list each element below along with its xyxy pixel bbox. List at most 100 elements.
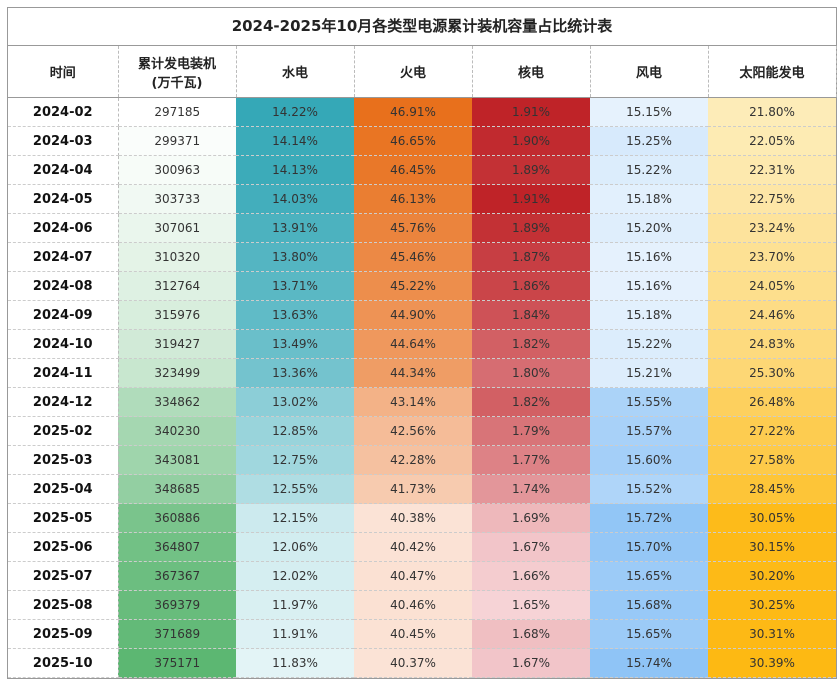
header-solar: 太阳能发电 (708, 46, 837, 98)
table-row: 2025-04 348685 12.55% 41.73% 1.74% 15.52% 28.4… (8, 474, 836, 504)
cell-nuclear: 1.67% (472, 648, 590, 678)
cell-total-capacity: 307061 (118, 213, 236, 243)
cell-time: 2024-08 (8, 271, 119, 301)
cell-hydro: 14.14% (236, 126, 354, 156)
cell-wind: 15.55% (590, 387, 708, 417)
cell-time: 2024-09 (8, 300, 119, 330)
table-row: 2025-03 343081 12.75% 42.28% 1.77% 15.60% 27.5… (8, 445, 836, 475)
cell-solar: 27.22% (708, 416, 836, 446)
cell-nuclear: 1.86% (472, 271, 590, 301)
cell-wind: 15.65% (590, 561, 708, 591)
table-row: 2024-10 319427 13.49% 44.64% 1.82% 15.22% 24.8… (8, 329, 836, 359)
cell-hydro: 11.91% (236, 619, 354, 649)
cell-thermal: 42.28% (354, 445, 472, 475)
cell-hydro: 11.97% (236, 590, 354, 620)
cell-thermal: 42.56% (354, 416, 472, 446)
cell-thermal: 40.38% (354, 503, 472, 533)
cell-time: 2024-12 (8, 387, 119, 417)
cell-solar: 22.31% (708, 155, 836, 185)
cell-nuclear: 1.89% (472, 213, 590, 243)
cell-thermal: 46.13% (354, 184, 472, 214)
table-row: 2025-07 367367 12.02% 40.47% 1.66% 15.65% 30.2… (8, 561, 836, 591)
cell-solar: 30.20% (708, 561, 836, 591)
cell-solar: 22.05% (708, 126, 836, 156)
cell-nuclear: 1.67% (472, 532, 590, 562)
table-row: 2024-04 300963 14.13% 46.45% 1.89% 15.22% 22.3… (8, 155, 836, 185)
header-total-capacity: 累计发电装机 (万千瓦) (118, 46, 237, 98)
cell-hydro: 11.83% (236, 648, 354, 678)
cell-hydro: 12.06% (236, 532, 354, 562)
cell-total-capacity: 323499 (118, 358, 236, 388)
cell-hydro: 12.15% (236, 503, 354, 533)
cell-total-capacity: 348685 (118, 474, 236, 504)
cell-hydro: 13.63% (236, 300, 354, 330)
cell-total-capacity: 367367 (118, 561, 236, 591)
cell-total-capacity: 364807 (118, 532, 236, 562)
cell-wind: 15.70% (590, 532, 708, 562)
header-thermal: 火电 (354, 46, 473, 98)
cell-total-capacity: 315976 (118, 300, 236, 330)
table-row: 2025-06 364807 12.06% 40.42% 1.67% 15.70% 30.1… (8, 532, 836, 562)
cell-nuclear: 1.82% (472, 329, 590, 359)
cell-time: 2024-07 (8, 242, 119, 272)
cell-total-capacity: 371689 (118, 619, 236, 649)
table-row: 2025-09 371689 11.91% 40.45% 1.68% 15.65% 30.3… (8, 619, 836, 649)
cell-wind: 15.20% (590, 213, 708, 243)
cell-nuclear: 1.89% (472, 155, 590, 185)
cell-nuclear: 1.84% (472, 300, 590, 330)
cell-wind: 15.60% (590, 445, 708, 475)
table-row: 2025-05 360886 12.15% 40.38% 1.69% 15.72% 30.0… (8, 503, 836, 533)
cell-time: 2024-03 (8, 126, 119, 156)
cell-hydro: 12.85% (236, 416, 354, 446)
cell-solar: 24.05% (708, 271, 836, 301)
table-row: 2025-08 369379 11.97% 40.46% 1.65% 15.68% 30.2… (8, 590, 836, 620)
cell-total-capacity: 299371 (118, 126, 236, 156)
cell-nuclear: 1.69% (472, 503, 590, 533)
cell-total-capacity: 303733 (118, 184, 236, 214)
cell-thermal: 41.73% (354, 474, 472, 504)
cell-wind: 15.65% (590, 619, 708, 649)
cell-time: 2025-05 (8, 503, 119, 533)
cell-thermal: 40.46% (354, 590, 472, 620)
table-row: 2025-02 340230 12.85% 42.56% 1.79% 15.57% 27.2… (8, 416, 836, 446)
cell-solar: 23.70% (708, 242, 836, 272)
cell-nuclear: 1.82% (472, 387, 590, 417)
cell-time: 2024-04 (8, 155, 119, 185)
cell-solar: 30.25% (708, 590, 836, 620)
cell-time: 2025-04 (8, 474, 119, 504)
header-nuclear: 核电 (472, 46, 591, 98)
cell-hydro: 13.36% (236, 358, 354, 388)
cell-solar: 24.46% (708, 300, 836, 330)
cell-wind: 15.25% (590, 126, 708, 156)
table-row: 2024-08 312764 13.71% 45.22% 1.86% 15.16% 24.0… (8, 271, 836, 301)
cell-total-capacity: 334862 (118, 387, 236, 417)
table-row: 2025-10 375171 11.83% 40.37% 1.67% 15.74% 30.3… (8, 648, 836, 678)
cell-total-capacity: 343081 (118, 445, 236, 475)
cell-time: 2025-02 (8, 416, 119, 446)
cell-solar: 27.58% (708, 445, 836, 475)
cell-thermal: 40.45% (354, 619, 472, 649)
cell-nuclear: 1.90% (472, 126, 590, 156)
cell-thermal: 44.64% (354, 329, 472, 359)
cell-wind: 15.57% (590, 416, 708, 446)
cell-time: 2024-10 (8, 329, 119, 359)
cell-thermal: 45.76% (354, 213, 472, 243)
cell-solar: 21.80% (708, 97, 836, 127)
table-row: 2024-05 303733 14.03% 46.13% 1.91% 15.18% 22.7… (8, 184, 836, 214)
cell-total-capacity: 360886 (118, 503, 236, 533)
cell-solar: 23.24% (708, 213, 836, 243)
cell-nuclear: 1.66% (472, 561, 590, 591)
stats-table: 时间 累计发电装机 (万千瓦) 水电 火电 核电 风电 太阳能发电 2024-02 29718… (8, 46, 837, 678)
table-row: 2024-03 299371 14.14% 46.65% 1.90% 15.25% 22.0… (8, 126, 836, 156)
cell-thermal: 45.22% (354, 271, 472, 301)
cell-total-capacity: 310320 (118, 242, 236, 272)
cell-wind: 15.22% (590, 155, 708, 185)
cell-nuclear: 1.80% (472, 358, 590, 388)
cell-total-capacity: 369379 (118, 590, 236, 620)
cell-thermal: 40.47% (354, 561, 472, 591)
cell-hydro: 14.03% (236, 184, 354, 214)
cell-total-capacity: 312764 (118, 271, 236, 301)
cell-time: 2024-11 (8, 358, 119, 388)
header-row: 时间 累计发电装机 (万千瓦) 水电 火电 核电 风电 太阳能发电 (8, 46, 837, 98)
cell-wind: 15.16% (590, 242, 708, 272)
